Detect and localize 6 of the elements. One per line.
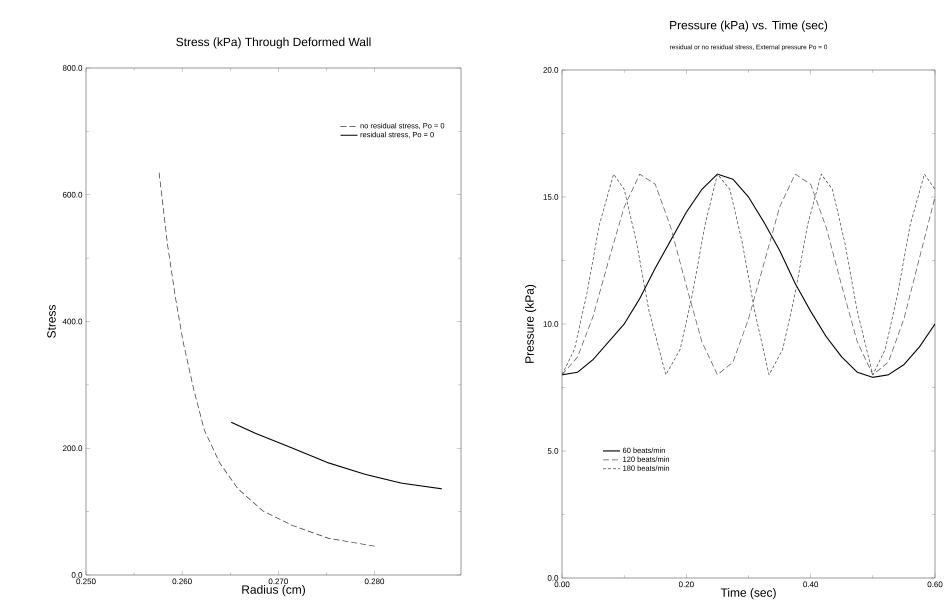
x-axis-title: Time (sec) <box>720 588 776 600</box>
x-axis-title: Radius (cm) <box>242 585 305 596</box>
y-axis-title: Stress <box>47 304 56 338</box>
chart-title: Pressure (kPa) vs. Time (sec) <box>670 20 828 32</box>
chart-title: Stress (kPa) Through Deformed Wall <box>176 37 370 49</box>
y-axis-title: Pressure (kPa) <box>525 284 536 363</box>
